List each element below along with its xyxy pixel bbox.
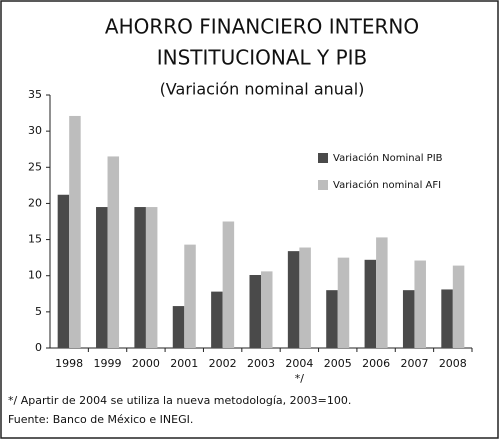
x-tick-label: 2000: [132, 357, 160, 370]
axis-note: */: [295, 372, 305, 385]
chart-title: AHORRO FINANCIERO INTERNO: [105, 15, 419, 39]
x-tick-label: 1998: [55, 357, 83, 370]
bar: [326, 290, 338, 348]
footnote: */ Apartir de 2004 se utiliza la nueva m…: [8, 394, 351, 407]
legend-label: Variación Nominal PIB: [333, 152, 443, 164]
x-tick-label: 2005: [324, 357, 352, 370]
bar: [452, 265, 465, 348]
legend-swatch: [318, 180, 328, 190]
footnote: Fuente: Banco de México e INEGI.: [8, 413, 193, 426]
x-tick-label: 2003: [247, 357, 275, 370]
bar: [145, 207, 158, 348]
bar: [261, 271, 273, 348]
bar: [299, 247, 311, 348]
bar: [57, 194, 70, 348]
bar: [69, 115, 81, 348]
bar: [414, 260, 426, 348]
x-tick-label: 2004: [285, 357, 313, 370]
bar: [107, 156, 120, 348]
chart-subtitle: (Variación nominal anual): [160, 80, 365, 99]
bar: [172, 306, 185, 348]
bar: [96, 207, 108, 348]
x-tick-label: 2006: [362, 357, 390, 370]
y-tick-label: 30: [28, 124, 42, 137]
bar: [211, 291, 223, 348]
bar: [376, 237, 388, 348]
x-tick-label: 2008: [439, 357, 467, 370]
x-tick-label: 2007: [400, 357, 428, 370]
bar: [337, 257, 350, 348]
bar: [222, 221, 235, 348]
chart-title: INSTITUCIONAL Y PIB: [157, 46, 368, 70]
y-tick-label: 25: [28, 160, 42, 173]
legend-swatch: [318, 153, 328, 163]
y-tick-label: 20: [28, 196, 42, 209]
y-tick-label: 0: [35, 341, 42, 354]
bar: [402, 290, 415, 348]
x-tick-label: 2002: [209, 357, 237, 370]
bar: [134, 207, 146, 348]
bar: [249, 274, 261, 348]
bar: [287, 251, 300, 348]
y-tick-label: 10: [28, 269, 42, 282]
y-tick-label: 5: [35, 305, 42, 318]
bar: [364, 259, 377, 348]
y-tick-label: 15: [28, 233, 42, 246]
x-tick-label: 2001: [170, 357, 198, 370]
y-tick-label: 35: [28, 88, 42, 101]
x-tick-label: 1999: [94, 357, 122, 370]
legend-label: Variación nominal AFI: [333, 179, 441, 191]
bar: [441, 289, 453, 348]
bar: [184, 244, 196, 348]
